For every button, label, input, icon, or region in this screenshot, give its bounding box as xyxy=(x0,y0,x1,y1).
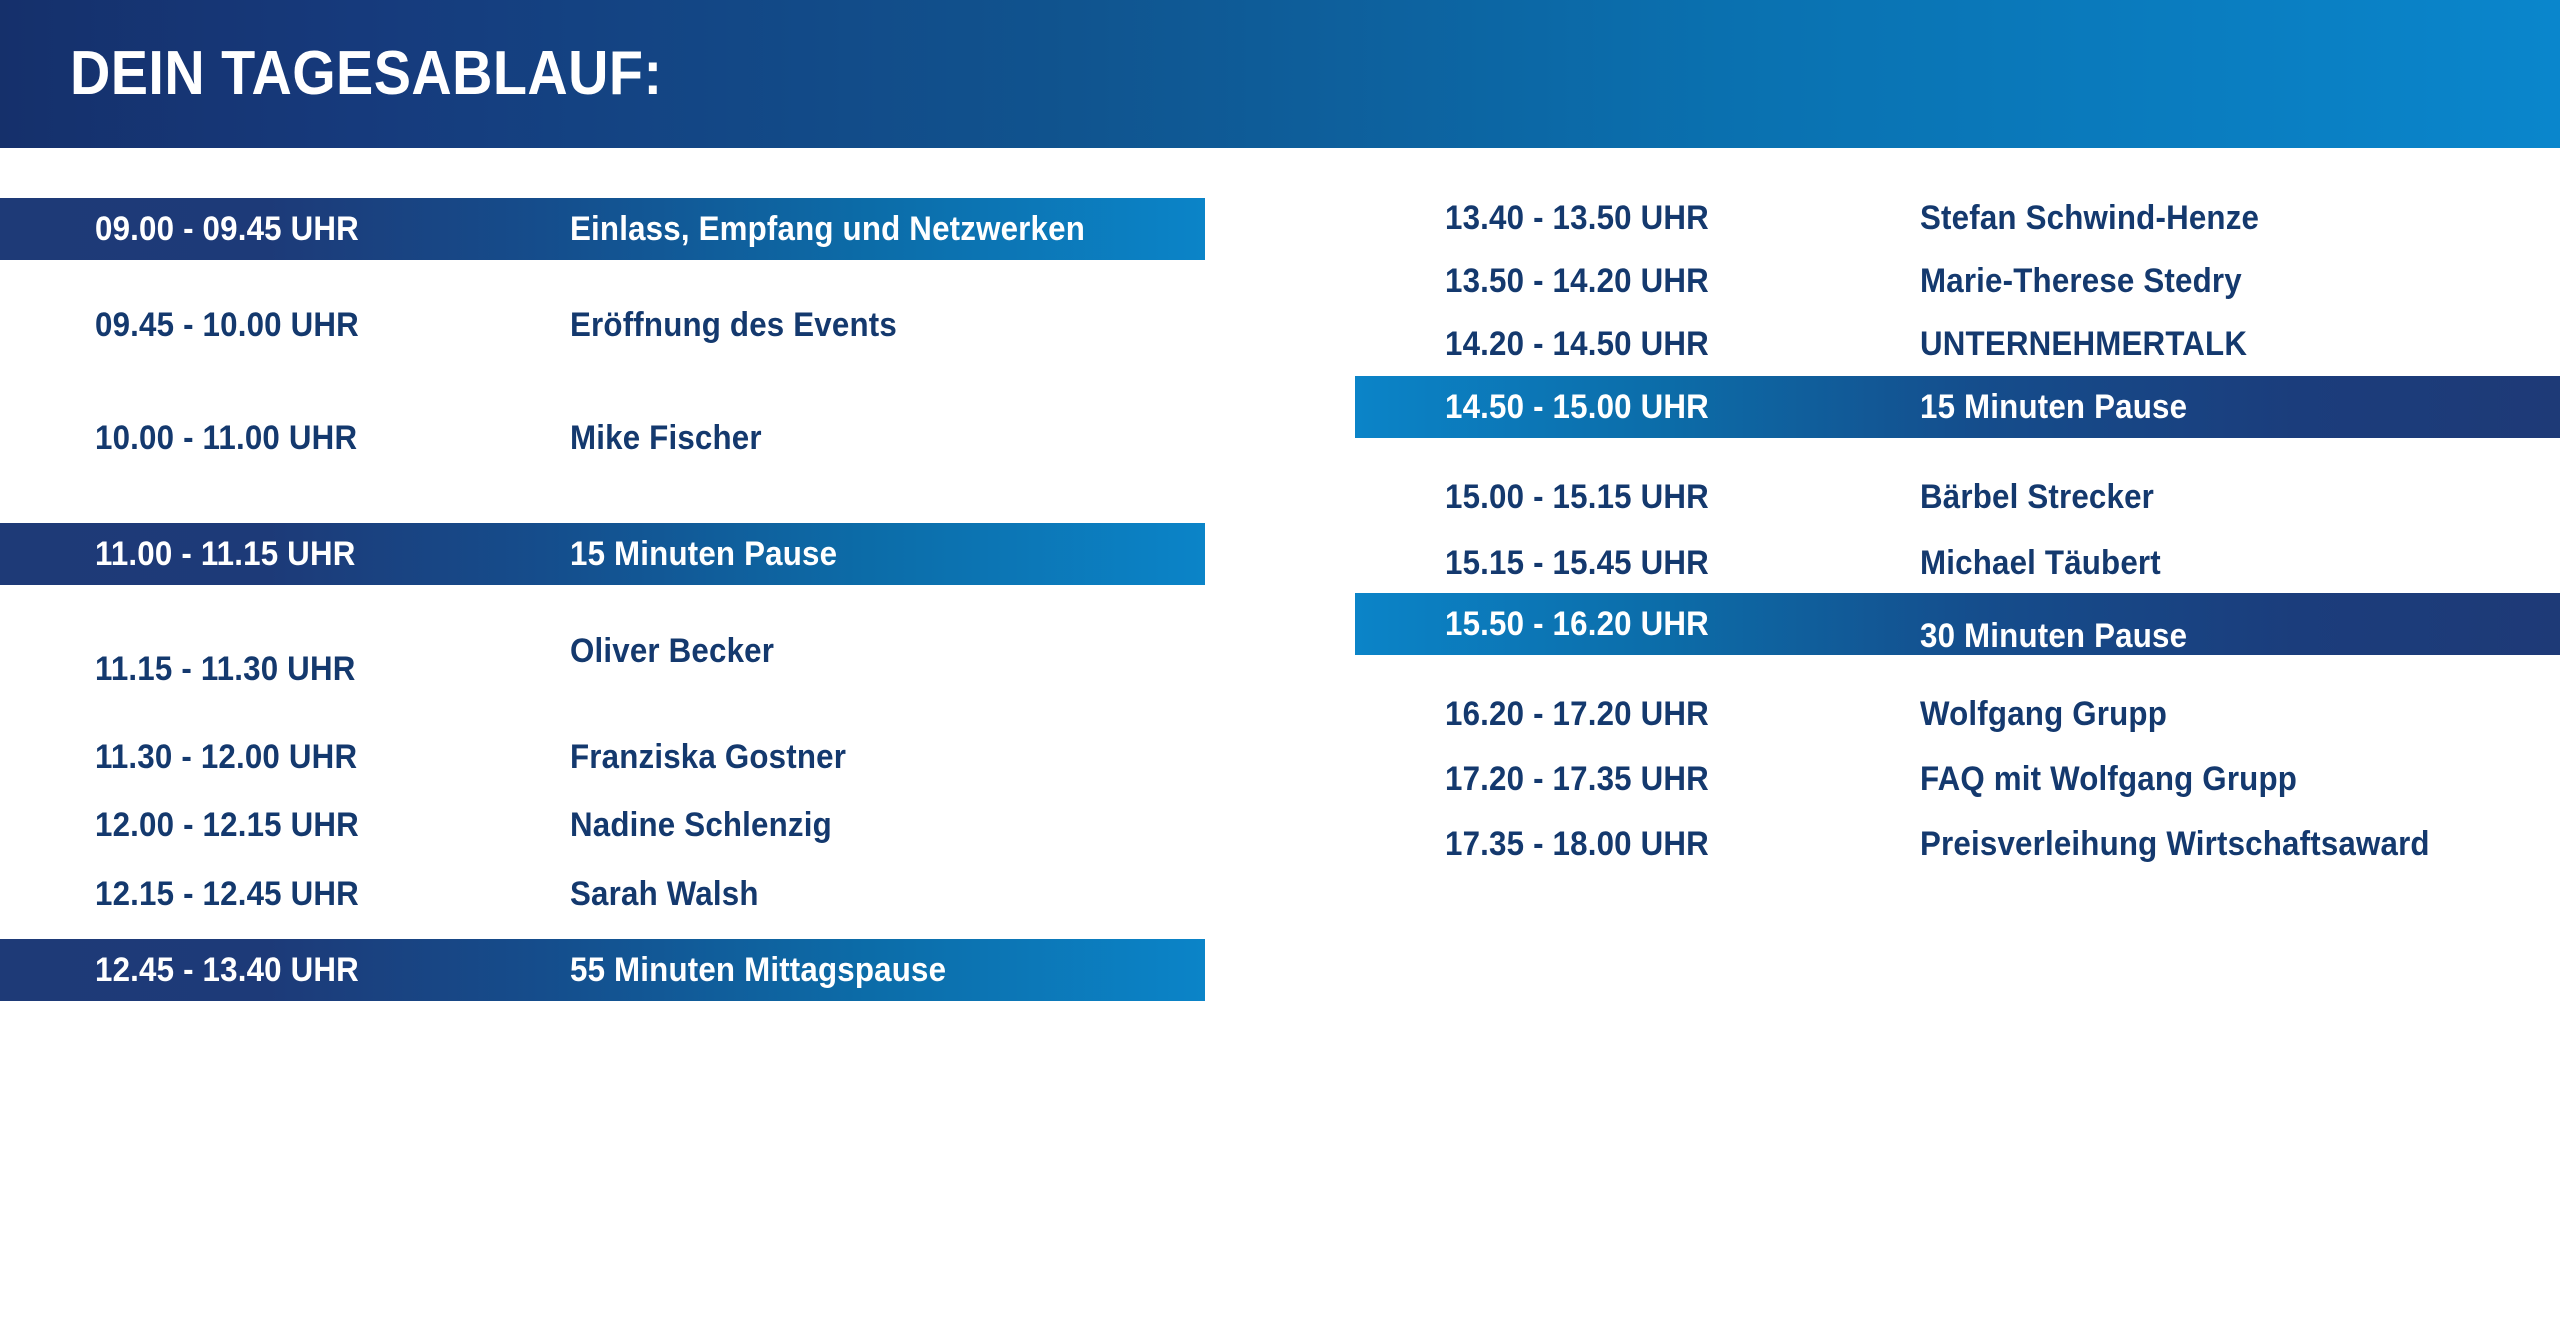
row-title: Wolfgang Grupp xyxy=(1920,695,2167,733)
schedule-row: 14.20 - 14.50 UHR UNTERNEHMERTALK xyxy=(1300,313,2560,375)
row-highlight-bar xyxy=(1355,376,2560,438)
row-time: 16.20 - 17.20 UHR xyxy=(1445,695,1709,733)
schedule-row: 09.00 - 09.45 UHR Einlass, Empfang und Ne… xyxy=(0,198,1260,260)
schedule-row: 14.50 - 15.00 UHR 15 Minuten Pause xyxy=(1300,376,2560,438)
row-time: 09.45 - 10.00 UHR xyxy=(95,306,359,344)
row-title: Stefan Schwind-Henze xyxy=(1920,199,2260,237)
row-title: Nadine Schlenzig xyxy=(570,806,832,844)
row-title: Oliver Becker xyxy=(570,632,775,670)
row-title: Einlass, Empfang und Netzwerken xyxy=(570,210,1085,248)
schedule-row: 17.20 - 17.35 UHR FAQ mit Wolfgang Grupp xyxy=(1300,748,2560,810)
row-title: 15 Minuten Pause xyxy=(570,535,838,573)
row-time: 14.20 - 14.50 UHR xyxy=(1445,325,1709,363)
page-title: DEIN TAGESABLAUF: xyxy=(70,39,663,108)
row-title: Mike Fischer xyxy=(570,419,762,457)
schedule-row: 15.50 - 16.20 UHR 30 Minuten Pause xyxy=(1300,593,2560,655)
row-time: 15.50 - 16.20 UHR xyxy=(1445,605,1709,643)
row-time: 12.45 - 13.40 UHR xyxy=(95,951,359,989)
row-title: UNTERNEHMERTALK xyxy=(1920,325,2248,363)
row-time: 15.15 - 15.45 UHR xyxy=(1445,544,1709,582)
row-time: 17.35 - 18.00 UHR xyxy=(1445,825,1709,863)
row-highlight-bar xyxy=(0,939,1205,1001)
row-title: Bärbel Strecker xyxy=(1920,478,2155,516)
schedule-row: 11.30 - 12.00 UHR Franziska Gostner xyxy=(0,726,1260,788)
schedule-row: 11.15 - 11.30 UHR Oliver Becker xyxy=(0,632,1260,700)
schedule-row: 11.00 - 11.15 UHR 15 Minuten Pause xyxy=(0,523,1260,585)
row-highlight-bar xyxy=(0,523,1205,585)
row-time: 13.40 - 13.50 UHR xyxy=(1445,199,1709,237)
schedule-row: 15.00 - 15.15 UHR Bärbel Strecker xyxy=(1300,466,2560,528)
schedule-row: 12.15 - 12.45 UHR Sarah Walsh xyxy=(0,863,1260,925)
row-time: 17.20 - 17.35 UHR xyxy=(1445,760,1709,798)
row-time: 13.50 - 14.20 UHR xyxy=(1445,262,1709,300)
row-time: 11.30 - 12.00 UHR xyxy=(95,738,358,776)
schedule-row: 09.45 - 10.00 UHR Eröffnung des Events xyxy=(0,294,1260,356)
schedule-row: 12.45 - 13.40 UHR 55 Minuten Mittagspause xyxy=(0,939,1260,1001)
row-time: 14.50 - 15.00 UHR xyxy=(1445,388,1709,426)
schedule-row: 12.00 - 12.15 UHR Nadine Schlenzig xyxy=(0,794,1260,856)
schedule-row: 13.40 - 13.50 UHR Stefan Schwind-Henze xyxy=(1300,187,2560,249)
row-highlight-bar xyxy=(1355,593,2560,655)
schedule-row: 15.15 - 15.45 UHR Michael Täubert xyxy=(1300,532,2560,594)
row-title: Franziska Gostner xyxy=(570,738,847,776)
schedule-row: 13.50 - 14.20 UHR Marie-Therese Stedry xyxy=(1300,250,2560,312)
schedule-row: 10.00 - 11.00 UHR Mike Fischer xyxy=(0,407,1260,469)
row-title: FAQ mit Wolfgang Grupp xyxy=(1920,760,2298,798)
row-time: 10.00 - 11.00 UHR xyxy=(95,419,358,457)
row-time: 15.00 - 15.15 UHR xyxy=(1445,478,1709,516)
row-title: Marie-Therese Stedry xyxy=(1920,262,2242,300)
row-title: Preisverleihung Wirtschaftsaward xyxy=(1920,825,2430,863)
row-time: 12.15 - 12.45 UHR xyxy=(95,875,359,913)
row-title: 15 Minuten Pause xyxy=(1920,388,2188,426)
schedule-row: 17.35 - 18.00 UHR Preisverleihung Wirtsch… xyxy=(1300,813,2560,875)
row-title: Sarah Walsh xyxy=(570,875,759,913)
row-title: 30 Minuten Pause xyxy=(1920,617,2188,655)
row-time: 09.00 - 09.45 UHR xyxy=(95,210,359,248)
row-time: 12.00 - 12.15 UHR xyxy=(95,806,359,844)
row-time: 11.00 - 11.15 UHR xyxy=(95,535,356,573)
row-title: Eröffnung des Events xyxy=(570,306,897,344)
row-time: 11.15 - 11.30 UHR xyxy=(95,650,356,688)
header-banner: DEIN TAGESABLAUF: xyxy=(0,0,2560,148)
schedule-row: 16.20 - 17.20 UHR Wolfgang Grupp xyxy=(1300,683,2560,745)
row-highlight-bar xyxy=(0,198,1205,260)
row-title: Michael Täubert xyxy=(1920,544,2161,582)
row-title: 55 Minuten Mittagspause xyxy=(570,951,947,989)
